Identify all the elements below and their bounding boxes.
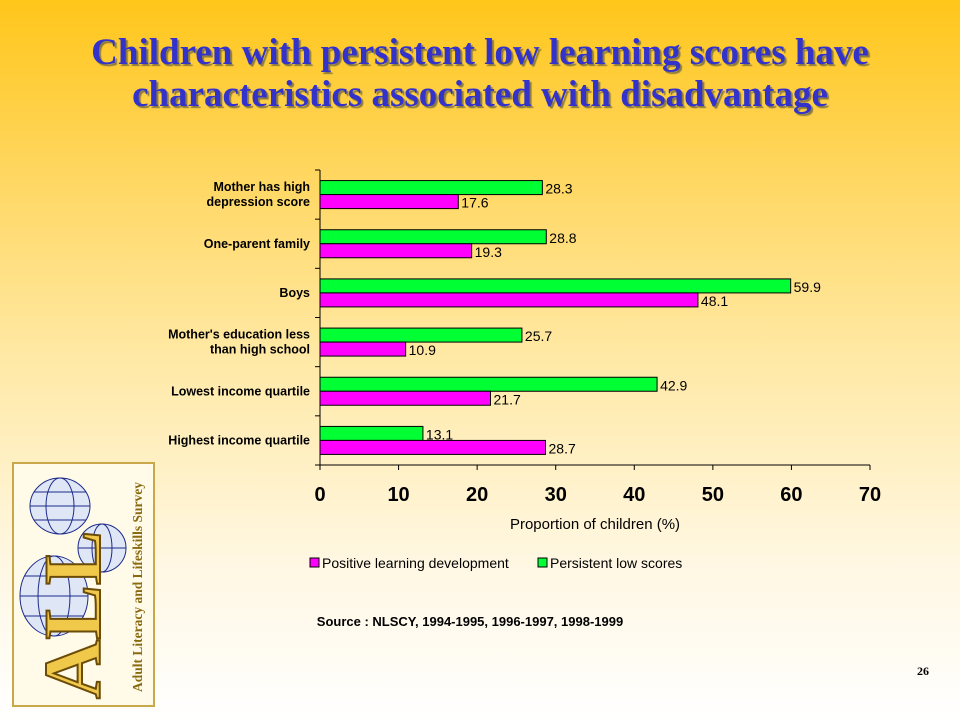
category-label: One-parent family <box>204 237 310 251</box>
value-label: 13.1 <box>426 426 453 442</box>
category-labels: Mother has high depression score One-paren… <box>168 180 310 447</box>
x-tick-label: 70 <box>859 484 881 506</box>
value-label: 28.7 <box>549 440 576 456</box>
source-note: Source : NLSCY, 1994-1995, 1996-1997, 19… <box>317 614 623 629</box>
axes <box>315 169 870 466</box>
legend-swatch-positive <box>309 557 320 568</box>
bar-persistent <box>319 376 658 392</box>
x-tick-label: 50 <box>702 484 724 506</box>
x-tick-label: 10 <box>387 484 409 506</box>
page-number: 26 <box>917 664 929 678</box>
value-label: 28.3 <box>545 181 572 197</box>
bar-persistent <box>319 180 543 196</box>
x-tick-label: 30 <box>545 484 567 506</box>
x-ticks: 0 10 20 30 40 50 60 70 <box>314 465 881 506</box>
bar-positive <box>319 243 473 259</box>
logo-text: Adult Literacy and Lifeskills Survey <box>130 482 145 692</box>
value-label: 28.8 <box>549 230 576 246</box>
value-label: 42.9 <box>660 377 687 393</box>
legend: Positive learning development Persistent… <box>309 555 682 571</box>
value-label: 21.7 <box>494 391 521 407</box>
logo-letters: ALL <box>27 530 118 699</box>
all-survey-logo: ALL Adult Literacy and Lifeskills Survey <box>12 462 155 707</box>
value-label: 17.6 <box>461 195 488 211</box>
bar-positive <box>319 439 546 455</box>
bar-persistent <box>319 327 523 343</box>
bars <box>319 180 792 455</box>
x-axis-title: Proportion of children (%) <box>510 516 680 533</box>
category-label: Mother has high depression score <box>206 180 310 209</box>
legend-label-positive: Positive learning development <box>322 555 509 571</box>
logo-graphic: ALL Adult Literacy and Lifeskills Survey <box>19 477 145 700</box>
category-label: Lowest income quartile <box>171 384 310 398</box>
bar-persistent <box>319 229 547 245</box>
bar-persistent <box>319 278 792 294</box>
bar-positive <box>319 194 459 210</box>
value-label: 10.9 <box>409 342 436 358</box>
slide-title: Children with persistent low learning sc… <box>91 32 869 115</box>
value-label: 48.1 <box>701 293 728 309</box>
bar-positive <box>319 390 491 406</box>
value-label: 25.7 <box>525 328 552 344</box>
bar-positive <box>319 341 407 357</box>
category-label: Mother's education less than high school <box>168 328 310 357</box>
bar-persistent <box>319 425 424 441</box>
globe-icon <box>19 477 127 637</box>
x-tick-label: 40 <box>623 484 645 506</box>
x-tick-label: 60 <box>780 484 802 506</box>
category-label: Highest income quartile <box>168 433 310 447</box>
bar-positive <box>319 292 699 308</box>
legend-label-persistent: Persistent low scores <box>550 555 682 571</box>
x-tick-label: 0 <box>314 484 325 506</box>
value-label: 19.3 <box>475 244 502 260</box>
category-label: Boys <box>279 286 310 300</box>
value-label: 59.9 <box>794 279 821 295</box>
value-labels: 28.3 17.6 28.8 19.3 59.9 48.1 25.7 10.9 42.9 21.7… <box>409 181 821 457</box>
x-tick-label: 20 <box>466 484 488 506</box>
legend-swatch-persistent <box>537 557 548 568</box>
